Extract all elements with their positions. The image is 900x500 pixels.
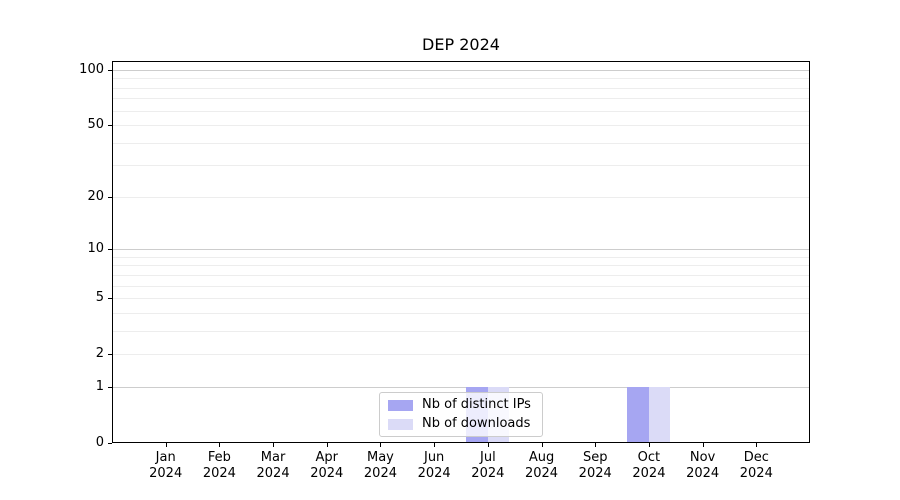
x-tick-month: Oct: [637, 450, 661, 465]
x-axis-tick: [219, 443, 220, 447]
y-gridline-major: [113, 249, 809, 251]
x-tick-month: Feb: [207, 450, 231, 465]
y-gridline-minor: [113, 196, 809, 198]
y-gridline-minor: [113, 165, 809, 167]
y-gridline-minor: [113, 142, 809, 144]
y-gridline-major: [113, 69, 809, 71]
y-axis-tick-label: 20: [87, 188, 104, 204]
legend: Nb of distinct IPs Nb of downloads: [379, 392, 543, 437]
x-tick-year: 2024: [310, 466, 344, 481]
x-axis-tick: [273, 443, 274, 447]
x-tick-year: 2024: [202, 466, 236, 481]
x-tick-month: Nov: [689, 450, 716, 465]
y-gridline-minor: [113, 354, 809, 356]
x-tick-year: 2024: [417, 466, 451, 481]
y-gridline-minor: [113, 256, 809, 258]
x-tick-year: 2024: [471, 466, 505, 481]
y-gridline-minor: [113, 312, 809, 314]
y-gridline-minor: [113, 110, 809, 112]
x-axis-tick-label: Nov 2024: [673, 450, 733, 482]
x-tick-year: 2024: [256, 466, 290, 481]
chart-title: DEP 2024: [422, 35, 500, 54]
legend-swatch-downloads: [388, 418, 413, 430]
y-axis-tick: [108, 197, 112, 198]
y-gridline-minor: [113, 98, 809, 100]
x-axis-tick: [595, 443, 596, 447]
legend-entry-label: Nb of distinct IPs: [422, 397, 531, 412]
y-gridline-minor: [113, 285, 809, 287]
x-axis-tick-label: Aug 2024: [512, 450, 572, 482]
y-gridline-minor: [113, 298, 809, 300]
x-tick-month: Sep: [582, 450, 608, 465]
x-tick-year: 2024: [739, 466, 773, 481]
y-axis-tick-label: 50: [87, 117, 104, 133]
x-axis-tick: [703, 443, 704, 447]
y-gridline-minor: [113, 78, 809, 80]
x-tick-month: Jun: [423, 450, 445, 465]
bar-distinct-ips: [627, 386, 649, 442]
x-axis-tick: [542, 443, 543, 447]
y-axis-tick: [108, 387, 112, 388]
y-axis-tick: [108, 249, 112, 250]
x-axis-tick-label: May 2024: [350, 450, 410, 482]
x-tick-year: 2024: [632, 466, 666, 481]
x-tick-month: Apr: [315, 450, 339, 465]
y-gridline-minor: [113, 87, 809, 89]
x-axis-tick-label: Jun 2024: [404, 450, 464, 482]
legend-entry: Nb of distinct IPs: [388, 397, 534, 413]
y-gridline-minor: [113, 274, 809, 276]
y-gridline-minor: [113, 265, 809, 267]
x-tick-year: 2024: [363, 466, 397, 481]
x-axis-tick: [166, 443, 167, 447]
x-tick-month: Jan: [155, 450, 176, 465]
x-axis-tick-label: Dec 2024: [726, 450, 786, 482]
x-tick-year: 2024: [149, 466, 183, 481]
y-axis-tick-label: 0: [95, 435, 104, 450]
bar-downloads: [648, 386, 671, 442]
x-tick-year: 2024: [524, 466, 559, 481]
y-gridline-major: [113, 386, 809, 388]
x-axis-tick: [380, 443, 381, 447]
y-gridline-minor: [113, 125, 809, 127]
x-tick-month: Dec: [743, 450, 769, 465]
y-axis-tick: [108, 125, 112, 126]
x-axis-tick-label: Sep 2024: [565, 450, 625, 482]
plot-area: [112, 61, 810, 443]
y-axis-tick: [108, 443, 112, 444]
y-axis-tick-label: 5: [95, 290, 104, 306]
x-tick-month: Mar: [260, 450, 286, 465]
legend-entry-label: Nb of downloads: [422, 416, 531, 431]
x-axis-tick: [434, 443, 435, 447]
y-axis-tick-label: 10: [87, 241, 104, 257]
x-axis-tick: [488, 443, 489, 447]
x-axis-tick-label: Jan 2024: [136, 450, 196, 482]
x-axis-tick-label: Jul 2024: [458, 450, 518, 482]
x-tick-year: 2024: [578, 466, 612, 481]
x-tick-month: Jul: [480, 450, 496, 465]
x-axis-tick-label: Feb 2024: [189, 450, 249, 482]
x-axis-tick: [327, 443, 328, 447]
x-tick-year: 2024: [686, 466, 720, 481]
x-tick-month: May: [367, 450, 394, 465]
x-tick-month: Aug: [528, 450, 555, 465]
y-gridline-minor: [113, 330, 809, 332]
x-axis-tick-label: Apr 2024: [297, 450, 357, 482]
legend-entry: Nb of downloads: [388, 416, 534, 432]
y-axis-tick: [108, 354, 112, 355]
x-axis-tick-label: Oct 2024: [619, 450, 679, 482]
x-axis-tick: [756, 443, 757, 447]
y-axis-tick-label: 1: [95, 378, 104, 394]
y-axis-tick: [108, 298, 112, 299]
y-axis-tick: [108, 70, 112, 71]
legend-swatch-distinct-ips: [388, 399, 413, 411]
y-axis-tick-label: 2: [95, 346, 104, 362]
x-axis-tick-label: Mar 2024: [243, 450, 303, 482]
x-axis-tick: [649, 443, 650, 447]
y-axis-tick-label: 100: [79, 61, 104, 77]
